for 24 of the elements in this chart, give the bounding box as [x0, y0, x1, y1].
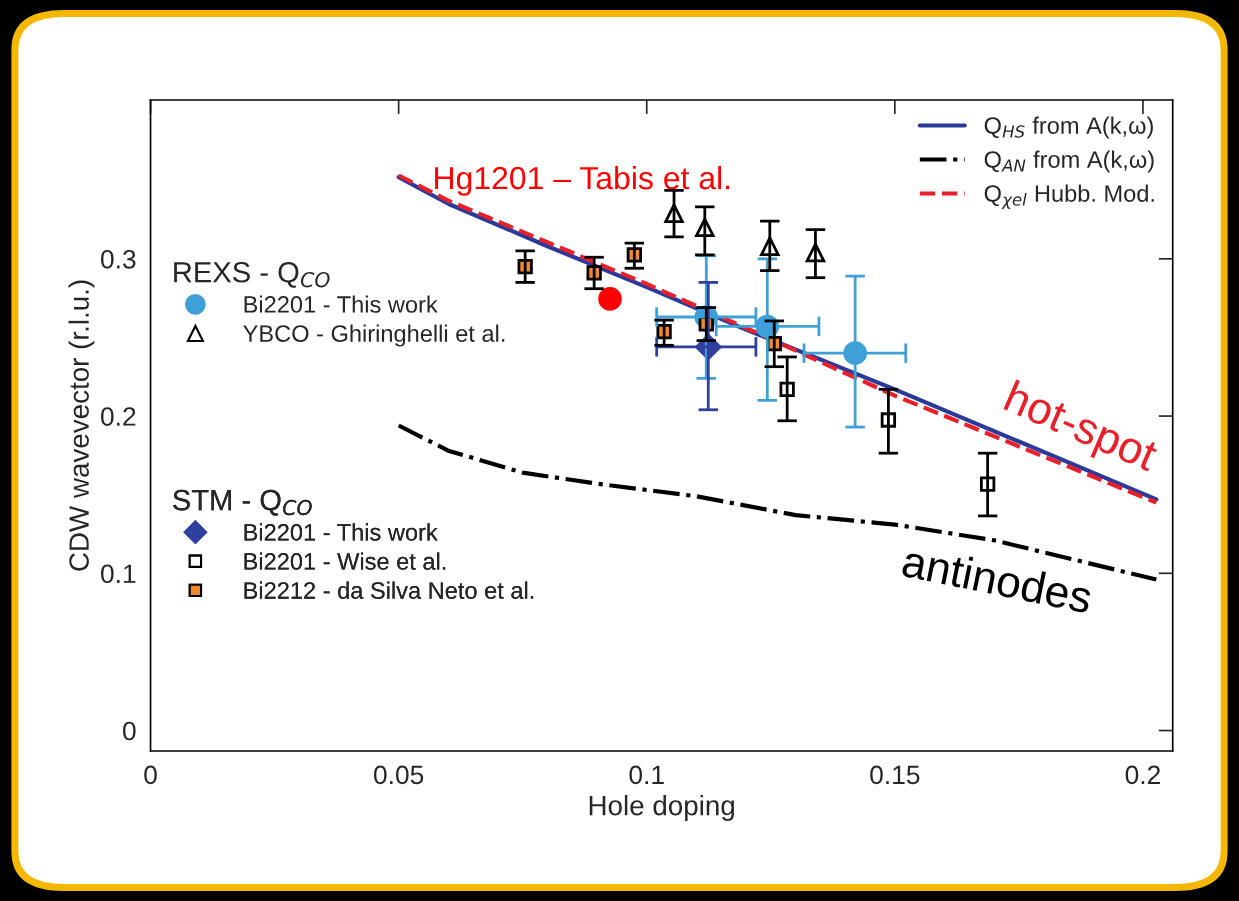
- annotation: STM - Q$_{CO}$: [173, 489, 312, 516]
- legend-label: Bi2212 - da Silva Neto et al.: [244, 581, 534, 599]
- legend-label: Q$_{AN}$ from A(k,ω): [984, 150, 1154, 173]
- x-tick-label: 0.05: [373, 765, 424, 785]
- legend-label: Bi2201 - Wise et al.: [244, 552, 446, 570]
- point: [598, 287, 622, 311]
- text: Hg1201 – Tabis et al.: [435, 165, 730, 196]
- y-tick-label: 0.2: [101, 407, 136, 426]
- legend-label: Bi2201 - This work: [244, 523, 438, 541]
- y-tick-label: 0.1: [101, 564, 136, 584]
- legend-title: REXS - Q$_{CO}$: [174, 261, 330, 288]
- legend-label: Bi2201 - This work: [244, 295, 438, 313]
- x-tick-label: 0: [144, 765, 157, 785]
- x-tick-label: 0.15: [870, 765, 920, 785]
- legend-label: Q$_{HS}$ from A(k,ω): [984, 116, 1153, 139]
- x-tick-label: 0.1: [629, 765, 664, 785]
- legend-label: Q$_{χel}$ Hubb. Mod.: [984, 184, 1154, 209]
- y-tick-label: 0.3: [101, 249, 136, 269]
- legend-label: YBCO - Ghiringhelli et al.: [243, 324, 505, 347]
- annotation: antinodes: [901, 543, 1094, 614]
- y-axis-title: CDW wavevector (r.l.u.): [68, 280, 95, 571]
- y-tick-label: 0: [123, 721, 136, 741]
- x-tick-label: 0.2: [1125, 765, 1160, 785]
- x-axis-title: Hole doping: [589, 795, 734, 821]
